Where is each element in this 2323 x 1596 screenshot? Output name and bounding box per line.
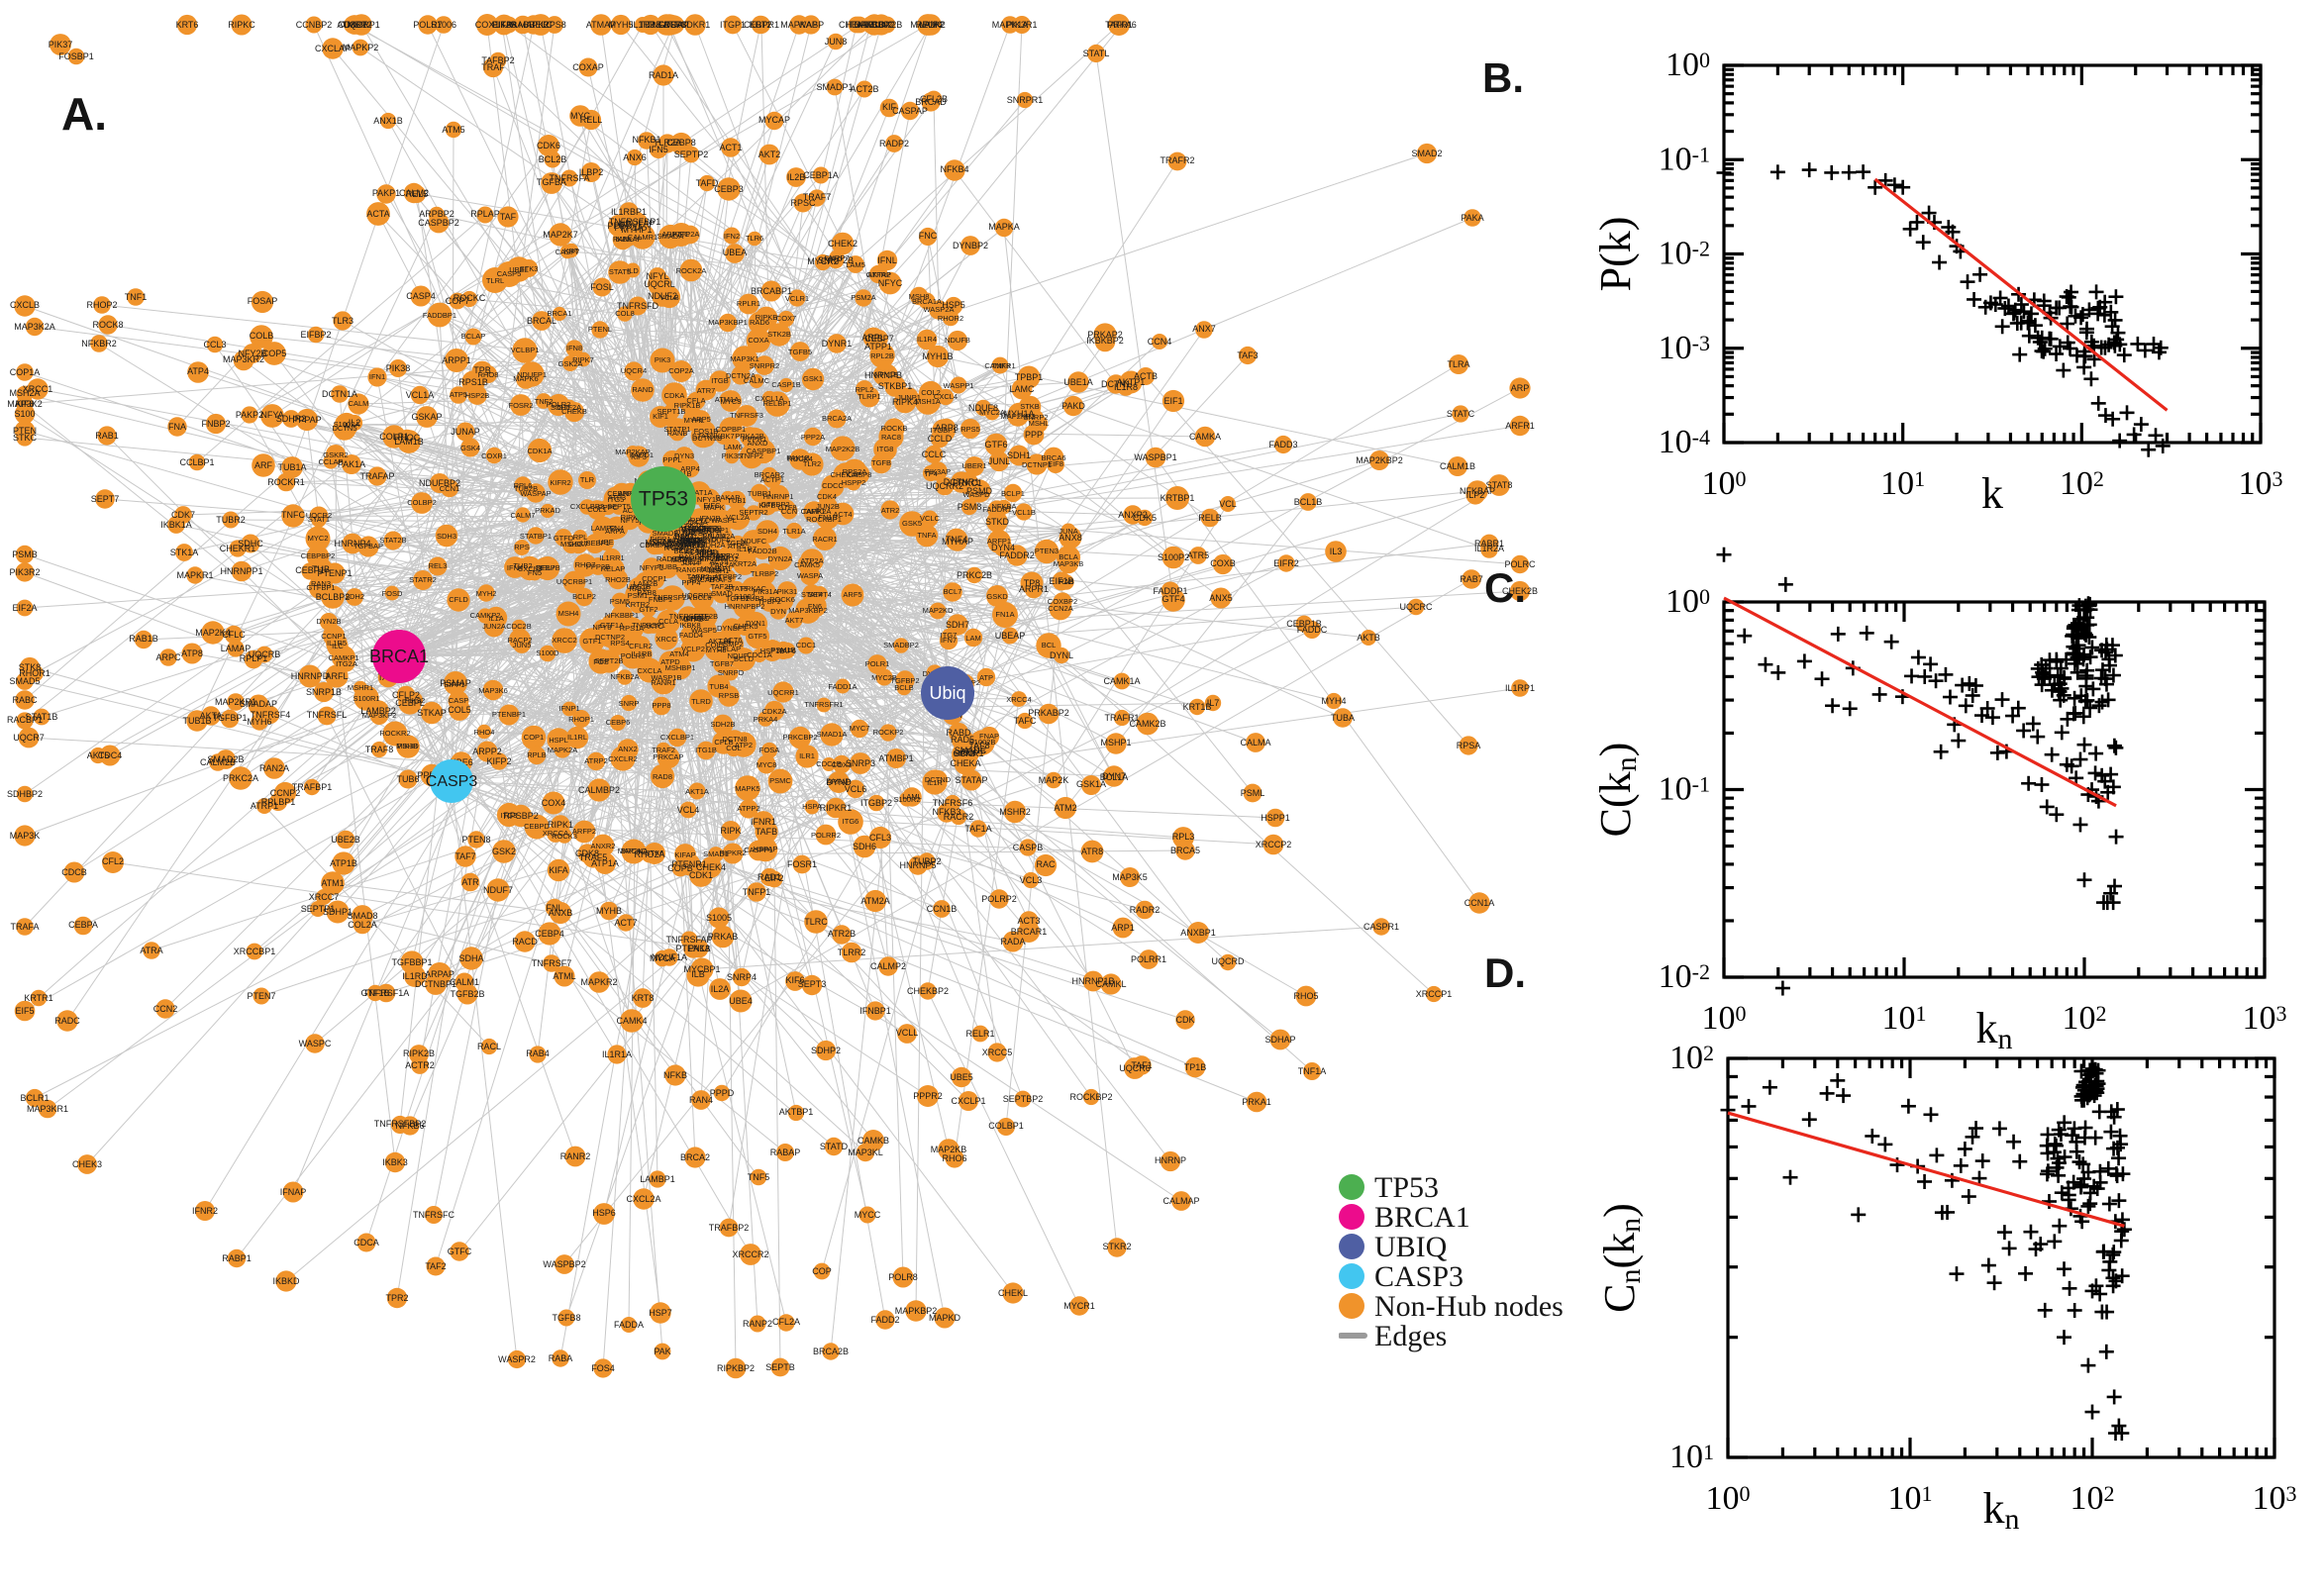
svg-text:103: 103 xyxy=(2243,1000,2287,1037)
svg-text:102: 102 xyxy=(2060,465,2104,502)
svg-text:100: 100 xyxy=(1666,47,1710,83)
svg-text:100: 100 xyxy=(1702,1000,1747,1037)
svg-text:10-3: 10-3 xyxy=(1659,330,1710,366)
svg-text:10-2: 10-2 xyxy=(1659,958,1710,995)
svg-text:100: 100 xyxy=(1666,583,1710,620)
svg-text:10-1: 10-1 xyxy=(1659,771,1710,808)
svg-text:103: 103 xyxy=(2239,465,2283,502)
svg-text:10-2: 10-2 xyxy=(1659,236,1710,272)
svg-text:101: 101 xyxy=(1882,1000,1927,1037)
svg-text:102: 102 xyxy=(2063,1000,2107,1037)
svg-text:100: 100 xyxy=(1702,465,1747,502)
svg-text:10-1: 10-1 xyxy=(1659,141,1710,177)
svg-text:101: 101 xyxy=(1880,465,1925,502)
svg-text:10-4: 10-4 xyxy=(1659,424,1710,460)
